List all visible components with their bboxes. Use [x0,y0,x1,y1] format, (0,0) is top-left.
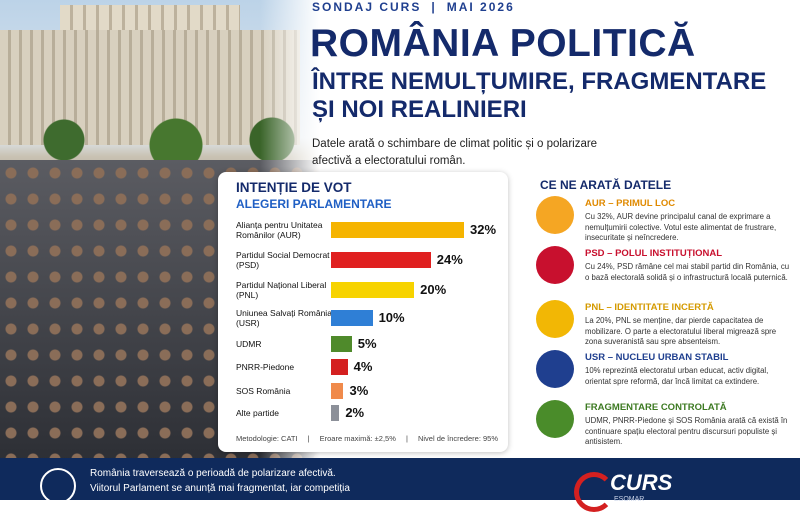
bar [331,282,415,298]
chart-card: INTENȚIE DE VOT ALEGERI PARLAMENTARE Met… [218,172,508,452]
category-label: Uniunea Salvați România (USR) [236,308,332,328]
bar [331,222,464,238]
bar [331,310,373,326]
category-label: Alianța pentru Unitatea Românilor (AUR) [236,220,323,240]
note: Nivel de încredere: 95% [417,434,498,443]
kicker-text: SONDAJ CURS [312,0,422,14]
description: Datele arată o schimbare de climat polit… [312,138,598,167]
footer: România traversează o perioadă de polari… [0,458,800,512]
category-label: SOS România [236,386,291,396]
value-label: 24% [436,252,463,267]
insight-heading: FRAGMENTARE CONTROLATĂ [585,402,727,413]
insight-icon [536,350,574,388]
insight-icon [536,246,574,284]
value-label: 3% [349,383,369,398]
bar [331,252,431,268]
insight-icon [536,300,574,338]
value-label: 2% [345,405,365,420]
insight-icon [536,196,574,234]
separator: | [405,434,408,443]
insight-heading: USR – NUCLEU URBAN STABIL [585,352,729,363]
footer-text: România traversează o perioadă de polari… [90,468,350,494]
bar [331,405,340,421]
title: ROMÂNIA POLITICĂ [310,22,696,65]
value-label: 4% [353,359,373,374]
category-label: Alte partide [236,408,279,418]
insight-text: La 20%, PNL se menține, dar pierde capac… [585,316,777,346]
bar [331,359,348,375]
insight-heading: PSD – POLUL INSTITUȚIONAL [585,248,723,259]
bar [331,383,344,399]
insight-text: Cu 24%, PSD rămâne cel mai stabil partid… [585,262,790,282]
note: Eroare maximă: ±2,5% [319,434,396,443]
category-label: PNRR-Piedone [236,362,295,372]
insight-text: Cu 32%, AUR devine principalul canal de … [585,212,777,242]
logo: CURS [610,470,673,495]
chart-subtitle: ALEGERI PARLAMENTARE [236,197,392,211]
chart-title: INTENȚIE DE VOT [236,180,352,195]
insight-heading: AUR – PRIMUL LOC [585,198,676,209]
bar [331,336,352,352]
subtitle: ÎNTRE NEMULȚUMIRE, FRAGMENTARE [312,68,767,95]
kicker-date: MAI 2026 [446,0,515,14]
subtitle: ȘI NOI REALINIERI [312,96,527,123]
insight-text: 10% reprezintă electoratul urban educat,… [585,366,769,386]
insights-title: CE NE ARATĂ DATELE [540,178,672,192]
note: Metodologie: CATI [236,434,298,443]
category-label: UDMR [236,339,262,349]
value-label: 10% [378,310,405,325]
category-label: Partidul Național Liberal (PNL) [236,280,327,300]
insight-text: UDMR, PNRR-Piedone și SOS România arată … [585,416,788,446]
value-label: 20% [420,282,447,297]
kicker: SONDAJ CURS | MAI 2026 [312,0,515,14]
value-label: 5% [357,336,377,351]
notes: Metodologie: CATI | Eroare maximă: ±2,5% | N… [236,434,498,443]
insight-heading: PNL – IDENTITATE INCERTĂ [585,302,714,313]
value-label: 32% [470,222,497,237]
logo-mark [574,472,614,512]
insight-icon [536,400,574,438]
footer-icon [40,468,76,504]
separator: | [307,434,310,443]
category-label: Partidul Social Democrat (PSD) [236,250,330,270]
